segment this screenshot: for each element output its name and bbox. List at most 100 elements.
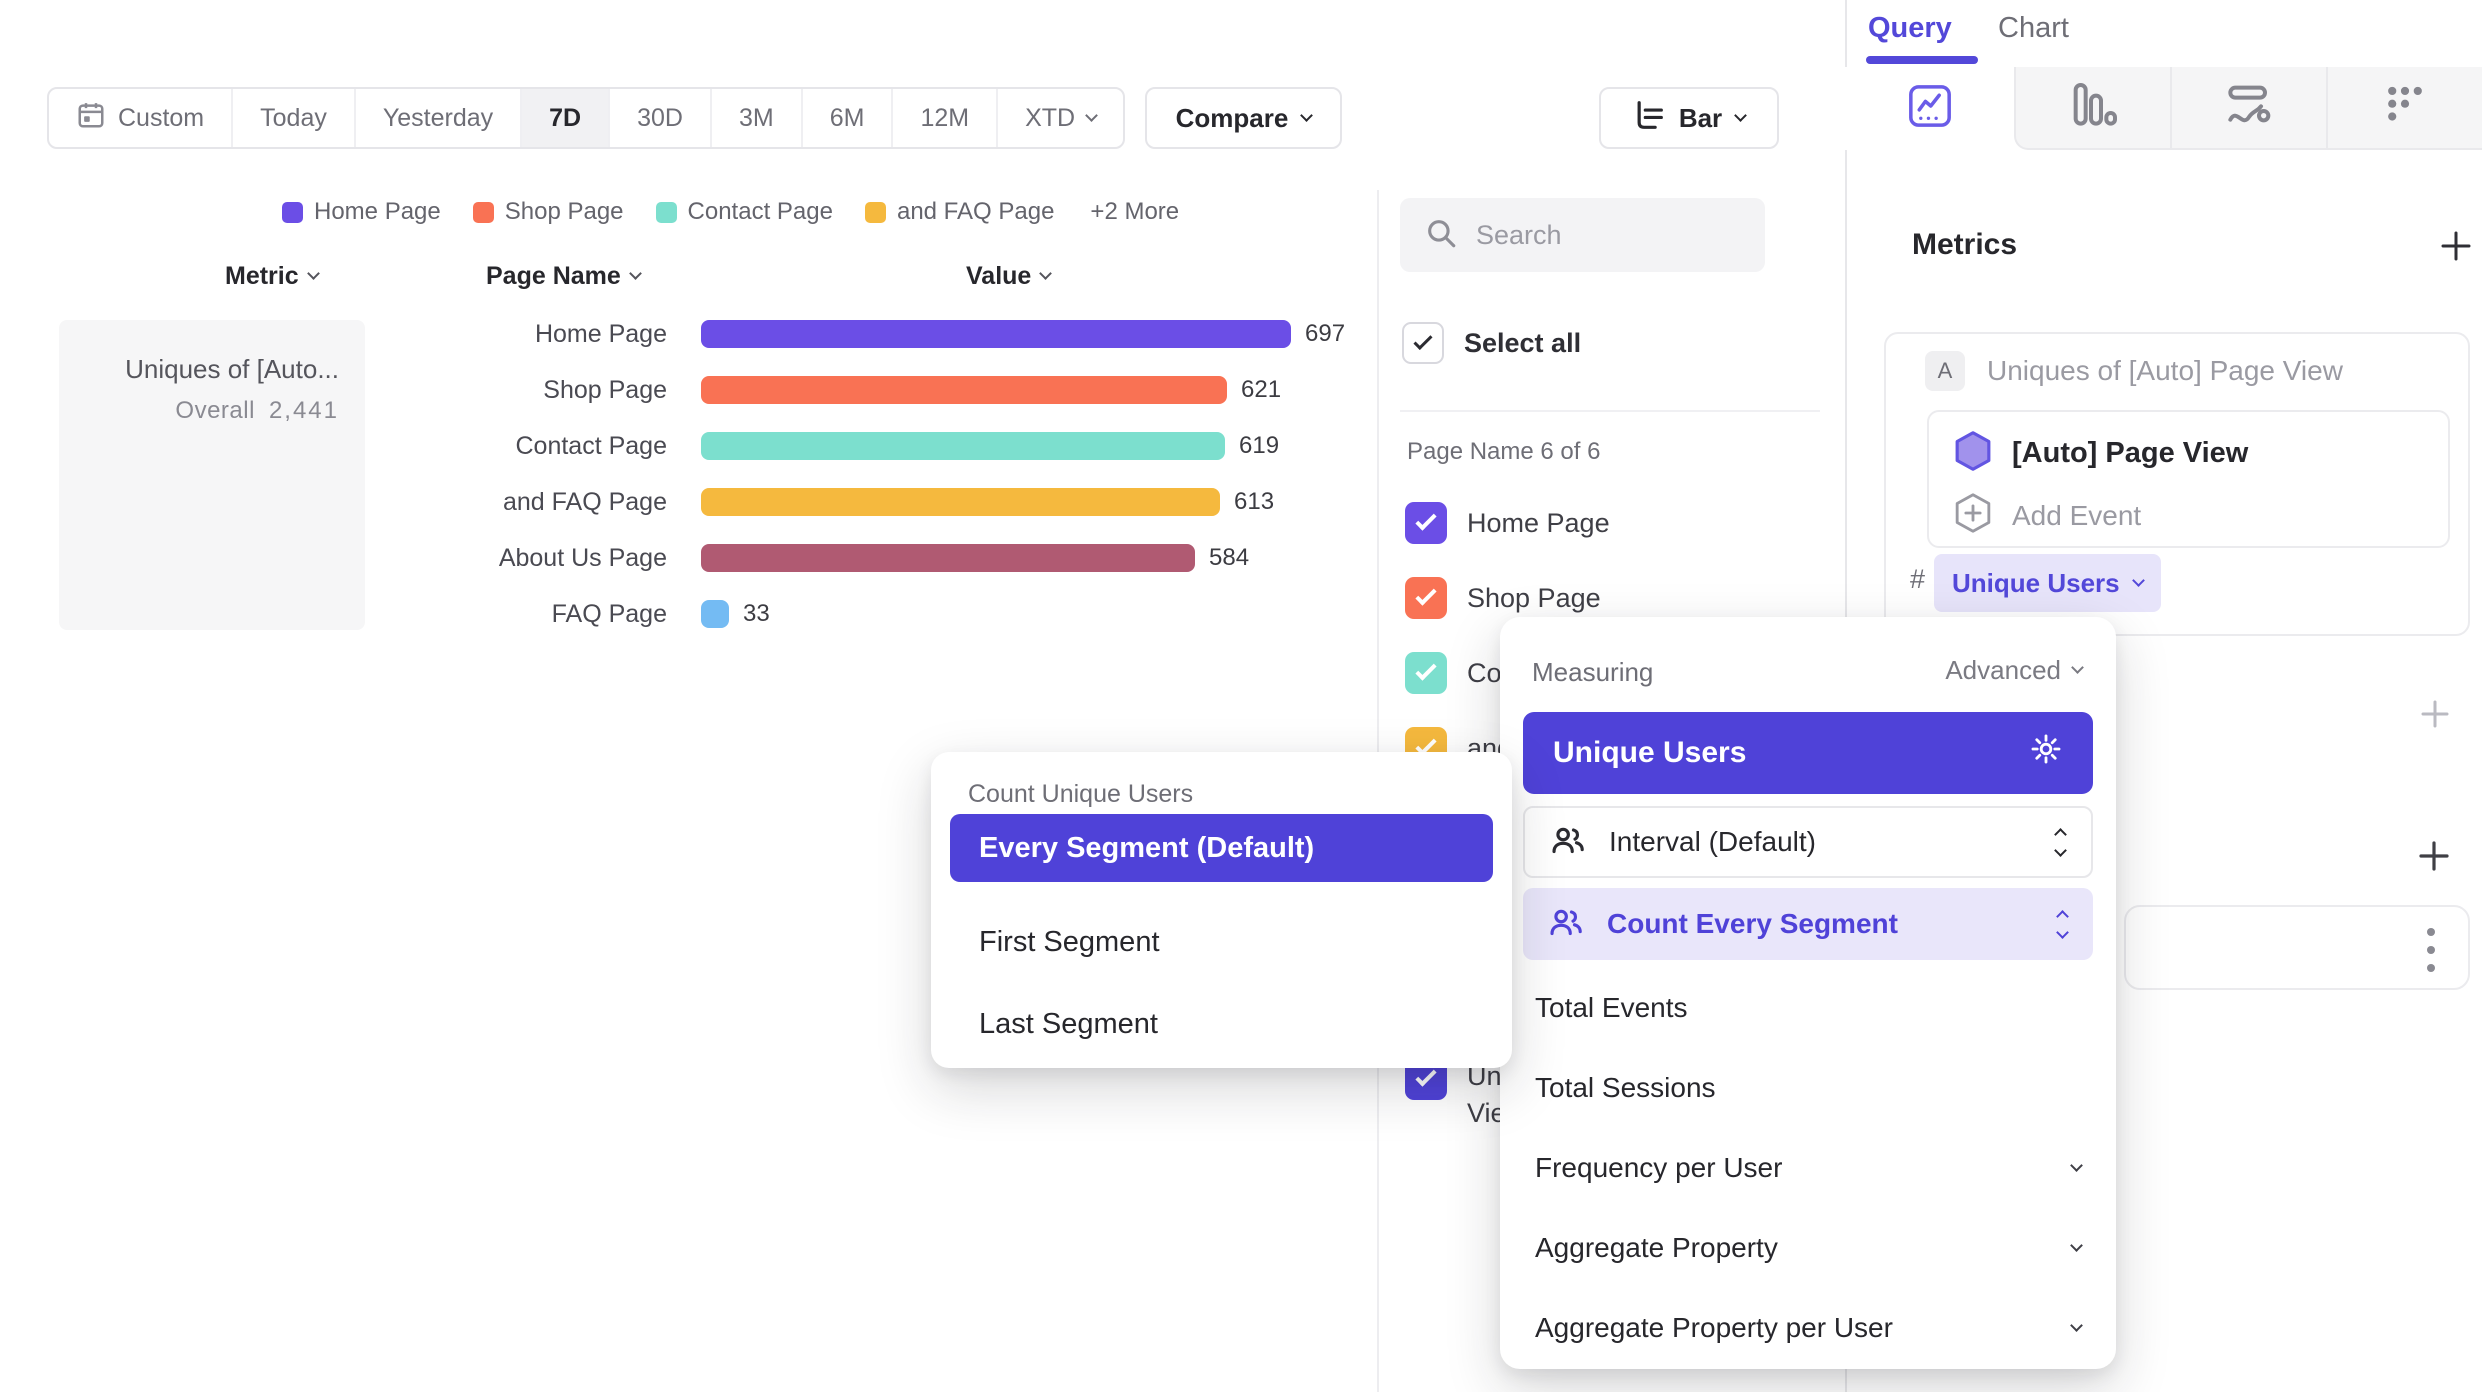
chevron-down-icon xyxy=(2070,1318,2083,1332)
count-option-first-segment[interactable]: First Segment xyxy=(979,925,1160,958)
add-event-row[interactable]: Add Event xyxy=(1954,492,2141,539)
chevron-down-icon xyxy=(2070,1158,2083,1172)
date-range-7d[interactable]: 7D xyxy=(522,89,611,147)
chart-legend: Home Page Shop Page Contact Page and FAQ… xyxy=(282,198,1179,226)
report-tab-insights[interactable] xyxy=(1845,67,2014,150)
date-range-3m[interactable]: 3M xyxy=(712,89,803,147)
legend-item[interactable]: and FAQ Page xyxy=(864,198,1054,226)
more-options-icon[interactable] xyxy=(2426,925,2436,980)
aggregation-prefix: # xyxy=(1910,564,1926,594)
gear-icon[interactable] xyxy=(2029,732,2063,774)
chevron-down-icon xyxy=(306,267,320,280)
metric-card[interactable]: A Uniques of [Auto] Page View [Auto] Pag… xyxy=(1884,332,2470,636)
column-header-value[interactable]: Value xyxy=(966,262,1053,291)
metric-summary-title: Uniques of [Auto... xyxy=(125,354,339,384)
bar-label: FAQ Page xyxy=(551,599,667,628)
event-name: [Auto] Page View xyxy=(2012,437,2249,469)
stepper-icon xyxy=(2054,827,2067,857)
date-range-12m[interactable]: 12M xyxy=(893,89,999,147)
bar-faq-page[interactable] xyxy=(701,600,729,628)
tab-query[interactable]: Query xyxy=(1868,12,1952,44)
metric-card-header: A Uniques of [Auto] Page View xyxy=(1925,351,2343,391)
report-tab-flows[interactable] xyxy=(2328,67,2482,148)
date-range-6m[interactable]: 6M xyxy=(803,89,894,147)
legend-item[interactable]: Shop Page xyxy=(472,198,624,226)
bar-shop-page[interactable] xyxy=(701,376,1227,404)
breakdown-card[interactable] xyxy=(2124,905,2470,990)
add-breakdown-icon[interactable] xyxy=(2416,838,2452,879)
bar-home-page[interactable] xyxy=(701,320,1291,348)
date-range-yesterday[interactable]: Yesterday xyxy=(356,89,523,147)
segment-checkbox[interactable] xyxy=(1405,502,1447,544)
metric-card-title: Uniques of [Auto] Page View xyxy=(1987,355,2343,386)
aggregation-select[interactable]: Unique Users xyxy=(1934,554,2161,612)
segment-checkbox[interactable] xyxy=(1405,652,1447,694)
segment-item-home-page[interactable]: Home Page xyxy=(1405,502,1610,544)
tab-chart[interactable]: Chart xyxy=(1998,12,2069,44)
measuring-option-total-events[interactable]: Total Events xyxy=(1535,992,1688,1023)
bar-value: 33 xyxy=(743,600,770,627)
chart-row: Home Page 697 xyxy=(370,306,1345,362)
count-option-last-segment[interactable]: Last Segment xyxy=(979,1007,1158,1040)
date-range-today[interactable]: Today xyxy=(233,89,356,147)
event-card: [Auto] Page View Add Event xyxy=(1927,410,2450,548)
legend-item[interactable]: Home Page xyxy=(282,198,441,226)
add-event-hexagon-icon xyxy=(1954,492,1992,539)
legend-swatch xyxy=(864,201,886,223)
segment-item-shop-page[interactable]: Shop Page xyxy=(1405,577,1601,619)
people-icon xyxy=(1549,907,1583,942)
add-event-label: Add Event xyxy=(2012,499,2142,531)
active-tab-underline xyxy=(1866,56,1978,64)
bar-about-us-page[interactable] xyxy=(701,544,1195,572)
column-header-metric[interactable]: Metric xyxy=(225,262,320,291)
interval-control[interactable]: Interval (Default) xyxy=(1523,806,2093,878)
legend-swatch xyxy=(282,201,303,223)
aggregation-label: Unique Users xyxy=(1952,567,2120,598)
select-all-row[interactable]: Select all xyxy=(1402,322,1581,364)
measuring-option-aggregate-property-per-user[interactable]: Aggregate Property per User xyxy=(1535,1300,2083,1356)
chart-row: Shop Page 621 xyxy=(370,362,1281,418)
add-filter-icon[interactable] xyxy=(2418,697,2452,736)
segment-mode-label: Count Every Segment xyxy=(1607,908,1898,939)
measuring-option-unique-users[interactable]: Unique Users xyxy=(1523,712,2093,794)
count-every-segment-control[interactable]: Count Every Segment xyxy=(1523,888,2093,960)
bar-contact-page[interactable] xyxy=(701,432,1225,460)
add-metric-icon[interactable] xyxy=(2438,228,2474,269)
metric-summary-card[interactable]: Uniques of [Auto... Overall 2,441 xyxy=(59,320,365,630)
event-row[interactable]: [Auto] Page View xyxy=(1954,430,2248,477)
column-header-page-name[interactable]: Page Name xyxy=(486,262,642,291)
measuring-option-total-sessions[interactable]: Total Sessions xyxy=(1535,1072,1716,1103)
segment-checkbox[interactable] xyxy=(1405,577,1447,619)
segment-search[interactable]: Search xyxy=(1400,198,1765,272)
compare-button[interactable]: Compare xyxy=(1145,87,1342,149)
date-range-30d[interactable]: 30D xyxy=(610,89,712,147)
date-range-xtd[interactable]: XTD xyxy=(998,89,1123,147)
report-tab-funnels[interactable] xyxy=(2016,67,2172,148)
measuring-option-aggregate-property[interactable]: Aggregate Property xyxy=(1535,1220,2083,1276)
people-icon xyxy=(1551,825,1585,860)
search-placeholder: Search xyxy=(1476,219,1562,250)
bar-label: Shop Page xyxy=(543,375,667,404)
date-range-custom[interactable]: Custom xyxy=(49,89,234,147)
calendar-icon xyxy=(76,100,106,137)
advanced-toggle[interactable]: Advanced xyxy=(1945,655,2084,686)
chart-row: and FAQ Page 613 xyxy=(370,474,1274,530)
legend-more[interactable]: +2 More xyxy=(1090,198,1180,225)
chart-type-select[interactable]: Bar xyxy=(1599,87,1779,149)
report-tab-retention[interactable] xyxy=(2172,67,2328,148)
report-tab-strip xyxy=(2014,67,2482,150)
bar-chart-icon xyxy=(1633,99,1665,138)
bar-value: 621 xyxy=(1241,376,1282,403)
bar-value: 584 xyxy=(1209,544,1250,571)
measuring-popup-title: Measuring xyxy=(1532,657,1654,687)
legend-item[interactable]: Contact Page xyxy=(655,198,833,226)
measuring-option-frequency-per-user[interactable]: Frequency per User xyxy=(1535,1140,2083,1196)
count-option-every-segment[interactable]: Every Segment (Default) xyxy=(950,814,1493,882)
bar-and-faq-page[interactable] xyxy=(701,488,1220,516)
bar-value: 619 xyxy=(1239,432,1280,459)
select-all-checkbox[interactable] xyxy=(1402,322,1444,364)
chevron-down-icon xyxy=(628,267,642,280)
bar-label: and FAQ Page xyxy=(502,487,667,516)
measuring-popup: Measuring Advanced Unique Users xyxy=(1500,617,2116,1369)
